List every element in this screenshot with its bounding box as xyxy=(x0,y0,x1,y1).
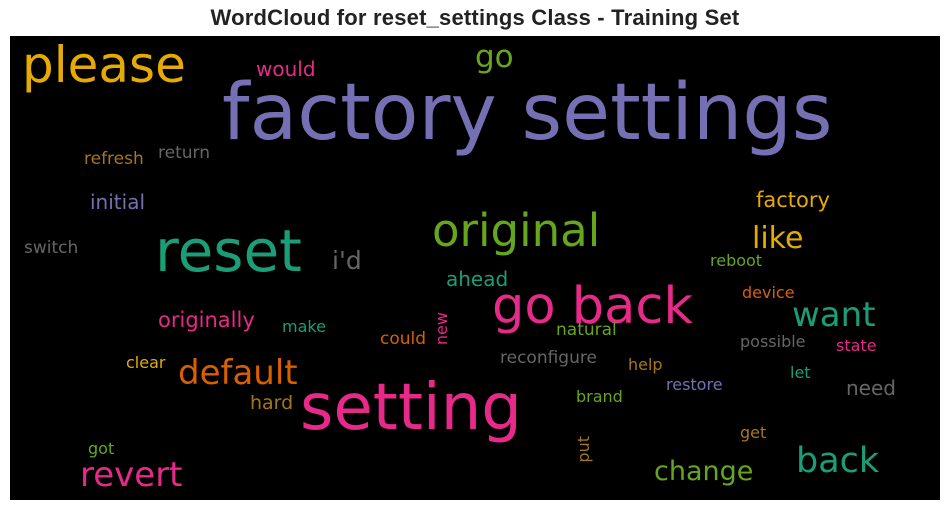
word-ahead: ahead xyxy=(446,267,509,291)
word-help: help xyxy=(628,355,663,374)
word-refresh: refresh xyxy=(84,149,144,169)
word-reconfigure: reconfigure xyxy=(500,348,597,368)
word-setting: setting xyxy=(300,371,522,445)
word-natural: natural xyxy=(556,320,617,340)
word-put: put xyxy=(574,436,593,463)
word-would: would xyxy=(256,57,316,81)
word-back: back xyxy=(796,441,880,481)
wordcloud-canvas: factory settings setting reset go back pleas… xyxy=(10,36,940,500)
word-possible: possible xyxy=(740,332,806,351)
word-device: device xyxy=(742,283,795,302)
word-new: new xyxy=(432,312,451,346)
word-factory-settings: factory settings xyxy=(222,68,833,158)
word-revert: revert xyxy=(80,455,183,495)
word-got: got xyxy=(88,439,115,458)
word-want: want xyxy=(792,295,876,335)
word-state: state xyxy=(836,336,877,355)
word-reboot: reboot xyxy=(710,251,763,270)
word-could: could xyxy=(380,329,427,349)
word-brand: brand xyxy=(576,387,623,406)
word-restore: restore xyxy=(666,375,723,394)
word-go: go xyxy=(475,39,514,75)
chart-title: WordCloud for reset_settings Class - Tra… xyxy=(210,5,740,30)
word-return: return xyxy=(158,143,210,163)
word-hard: hard xyxy=(250,392,294,414)
word-get: get xyxy=(740,423,767,442)
word-factory: factory xyxy=(756,188,830,212)
word-please: please xyxy=(22,36,186,94)
word-i-d: i'd xyxy=(332,246,362,275)
word-default: default xyxy=(178,353,298,393)
word-clear: clear xyxy=(126,353,166,372)
word-originally: originally xyxy=(158,308,255,332)
word-need: need xyxy=(846,376,896,400)
word-change: change xyxy=(654,456,754,487)
word-go-back: go back xyxy=(492,277,693,336)
word-like: like xyxy=(752,221,804,256)
word-make: make xyxy=(282,317,326,336)
word-reset: reset xyxy=(155,217,302,285)
word-initial: initial xyxy=(90,190,145,214)
word-let: let xyxy=(790,363,811,382)
word-original: original xyxy=(432,204,601,257)
word-switch: switch xyxy=(24,238,79,258)
